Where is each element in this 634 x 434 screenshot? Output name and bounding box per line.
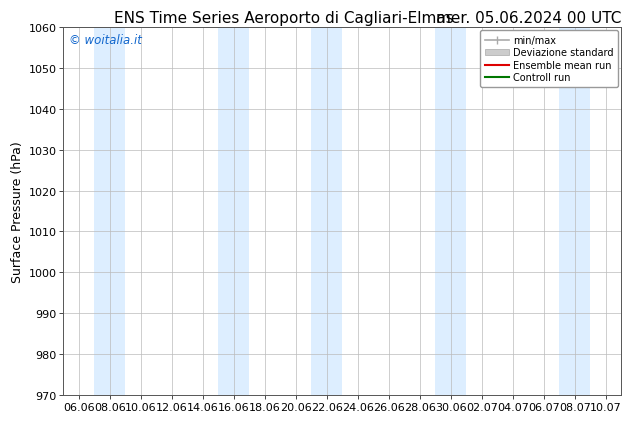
Bar bbox=[436, 28, 467, 395]
Bar bbox=[218, 28, 249, 395]
Bar bbox=[559, 28, 590, 395]
Bar bbox=[311, 28, 342, 395]
Text: mer. 05.06.2024 00 UTC: mer. 05.06.2024 00 UTC bbox=[436, 11, 621, 26]
Text: © woitalia.it: © woitalia.it bbox=[69, 34, 142, 47]
Bar bbox=[94, 28, 126, 395]
Y-axis label: Surface Pressure (hPa): Surface Pressure (hPa) bbox=[11, 141, 24, 282]
Legend: min/max, Deviazione standard, Ensemble mean run, Controll run: min/max, Deviazione standard, Ensemble m… bbox=[480, 31, 618, 88]
Text: ENS Time Series Aeroporto di Cagliari-Elmas: ENS Time Series Aeroporto di Cagliari-El… bbox=[114, 11, 454, 26]
